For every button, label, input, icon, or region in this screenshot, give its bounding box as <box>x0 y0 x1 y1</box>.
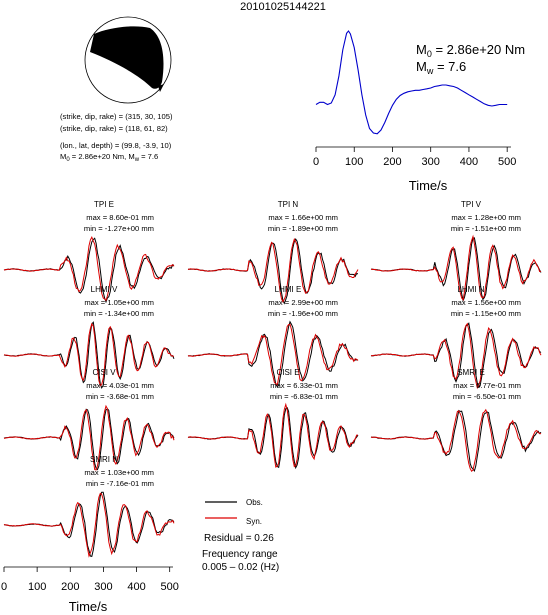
station-label: LHMI E <box>275 285 302 294</box>
station-label: LHMI N <box>457 285 484 294</box>
min-amplitude-label: min = -1.27e+00 mm <box>84 224 154 233</box>
legend: Obs. Syn. Residual = 0.26 Frequency rang… <box>202 498 279 573</box>
waveform-panel: SMRI N max = 1.03e+00 mm min = -7.16e-01 m… <box>3 455 175 558</box>
min-amplitude-label: min = -7.16e-01 mm <box>86 479 154 488</box>
min-amplitude-label: min = -3.68e-01 mm <box>86 392 154 401</box>
waveform-panel: CISI E max = 6.33e-01 mm min = -6.83e-01 m… <box>187 368 359 470</box>
synthetic-trace <box>187 237 359 303</box>
legend-syn-label: Syn. <box>246 517 262 526</box>
residual-label: Residual = 0.26 <box>204 533 274 544</box>
waveform-x-tick-label: 0 <box>1 581 7 593</box>
mechanism-info: (strike, dip, rake) = (315, 30, 105) (st… <box>60 112 173 163</box>
source-location: (lon., lat, depth) = (99.8, -3.9, 10) <box>60 141 172 150</box>
beachball-slip-marker <box>158 84 164 92</box>
waveform-panel: CISI V max = 4.03e-01 mm min = -3.68e-01 m… <box>3 368 175 471</box>
station-label: LHMI V <box>91 285 118 294</box>
station-label: CISI V <box>92 368 116 377</box>
waveform-panel: LHMI V max = 1.05e+00 mm min = -1.34e+00 m… <box>3 285 175 390</box>
station-label: SMRI N <box>90 455 118 464</box>
synthetic-trace <box>3 235 175 302</box>
synthetic-trace <box>187 323 359 386</box>
stf-x-tick-label: 100 <box>345 156 363 168</box>
stf-mw-annotation: Mw = 7.6 <box>416 59 466 76</box>
synthetic-trace <box>3 404 175 471</box>
waveform-panel: TPI V max = 1.28e+00 mm min = -1.51e+00 mm <box>370 200 542 303</box>
min-amplitude-label: min = -1.15e+00 mm <box>451 309 521 318</box>
waveform-x-axis: 0 100 200 300 400 500 Time/s <box>1 566 179 614</box>
moment-magnitude-line: M0 = 2.86e+20 Nm, Mw = 7.6 <box>60 152 158 163</box>
waveform-panels: TPI E max = 8.60e-01 mm min = -1.27e+00 mm… <box>3 200 542 558</box>
stf-x-tick-label: 200 <box>383 156 401 168</box>
event-id-title: 20101025144221 <box>240 1 326 13</box>
frequency-range-value: 0.005 – 0.02 (Hz) <box>202 562 279 573</box>
legend-obs-label: Obs. <box>246 498 263 507</box>
station-label: SMRI E <box>457 368 485 377</box>
waveform-x-tick-label: 200 <box>61 581 79 593</box>
stf-m0-annotation: M0 = 2.86e+20 Nm <box>416 42 525 59</box>
stf-x-tick-label: 500 <box>498 156 516 168</box>
max-amplitude-label: max = 6.33e-01 mm <box>270 381 338 390</box>
nodal-plane-2: (strike, dip, rake) = (118, 61, 82) <box>60 124 168 133</box>
max-amplitude-label: max = 4.03e-01 mm <box>86 381 154 390</box>
waveform-x-ticks: 0 100 200 300 400 500 <box>1 567 179 593</box>
min-amplitude-label: min = -1.34e+00 mm <box>84 309 154 318</box>
frequency-range-title: Frequency range <box>202 549 278 560</box>
max-amplitude-label: max = 1.56e+00 mm <box>451 298 521 307</box>
waveform-x-tick-label: 100 <box>28 581 46 593</box>
synthetic-trace <box>370 408 542 472</box>
observed-trace <box>3 321 175 390</box>
waveform-x-tick-label: 300 <box>94 581 112 593</box>
stf-x-label: Time/s <box>409 178 448 193</box>
synthetic-trace <box>3 322 175 387</box>
max-amplitude-label: max = 1.05e+00 mm <box>84 298 154 307</box>
beachball <box>84 16 172 104</box>
station-label: TPI E <box>94 200 114 209</box>
stf-x-tick-label: 400 <box>460 156 478 168</box>
min-amplitude-label: min = -6.83e-01 mm <box>270 392 338 401</box>
min-amplitude-label: min = -1.89e+00 mm <box>268 224 338 233</box>
station-label: TPI N <box>278 200 299 209</box>
synthetic-trace <box>370 322 542 390</box>
observed-trace <box>187 406 359 470</box>
max-amplitude-label: max = 6.77e-01 mm <box>453 381 521 390</box>
observed-trace <box>370 237 542 303</box>
waveform-panel: LHMI N max = 1.56e+00 mm min = -1.15e+00 m… <box>370 285 542 390</box>
max-amplitude-label: max = 1.03e+00 mm <box>84 468 154 477</box>
waveform-x-tick-label: 500 <box>161 581 179 593</box>
stf-x-tick-label: 300 <box>422 156 440 168</box>
waveform-panel: LHMI E max = 2.99e+00 mm min = -1.96e+00 m… <box>187 285 359 388</box>
synthetic-trace <box>370 234 542 302</box>
max-amplitude-label: max = 2.99e+00 mm <box>268 298 338 307</box>
max-amplitude-label: max = 8.60e-01 mm <box>86 213 154 222</box>
waveform-x-label: Time/s <box>69 599 108 614</box>
max-amplitude-label: max = 1.28e+00 mm <box>451 213 521 222</box>
synthetic-trace <box>3 492 175 558</box>
waveform-panel: TPI N max = 1.66e+00 mm min = -1.89e+00 mm <box>187 200 359 305</box>
min-amplitude-label: min = -1.96e+00 mm <box>268 309 338 318</box>
synthetic-trace <box>187 402 358 468</box>
beachball-compression-quadrant <box>90 26 164 89</box>
stf-panel: 0 100 200 300 400 500 Time/s M0 = 2.86e+20 Nm… <box>313 30 525 193</box>
waveform-x-tick-label: 400 <box>127 581 145 593</box>
stf-x-ticks: 0 100 200 300 400 500 <box>313 147 516 168</box>
nodal-plane-1: (strike, dip, rake) = (315, 30, 105) <box>60 112 173 121</box>
stf-line <box>315 30 508 135</box>
max-amplitude-label: max = 1.66e+00 mm <box>268 213 338 222</box>
station-label: TPI V <box>461 200 482 209</box>
min-amplitude-label: min = -1.51e+00 mm <box>451 224 521 233</box>
stf-x-tick-label: 0 <box>313 156 319 168</box>
station-label: CISI E <box>276 368 299 377</box>
waveform-panel: SMRI E max = 6.77e-01 mm min = -6.50e-01 m… <box>370 368 542 473</box>
min-amplitude-label: min = -6.50e-01 mm <box>453 392 521 401</box>
waveform-panel: TPI E max = 8.60e-01 mm min = -1.27e+00 mm <box>3 200 175 304</box>
